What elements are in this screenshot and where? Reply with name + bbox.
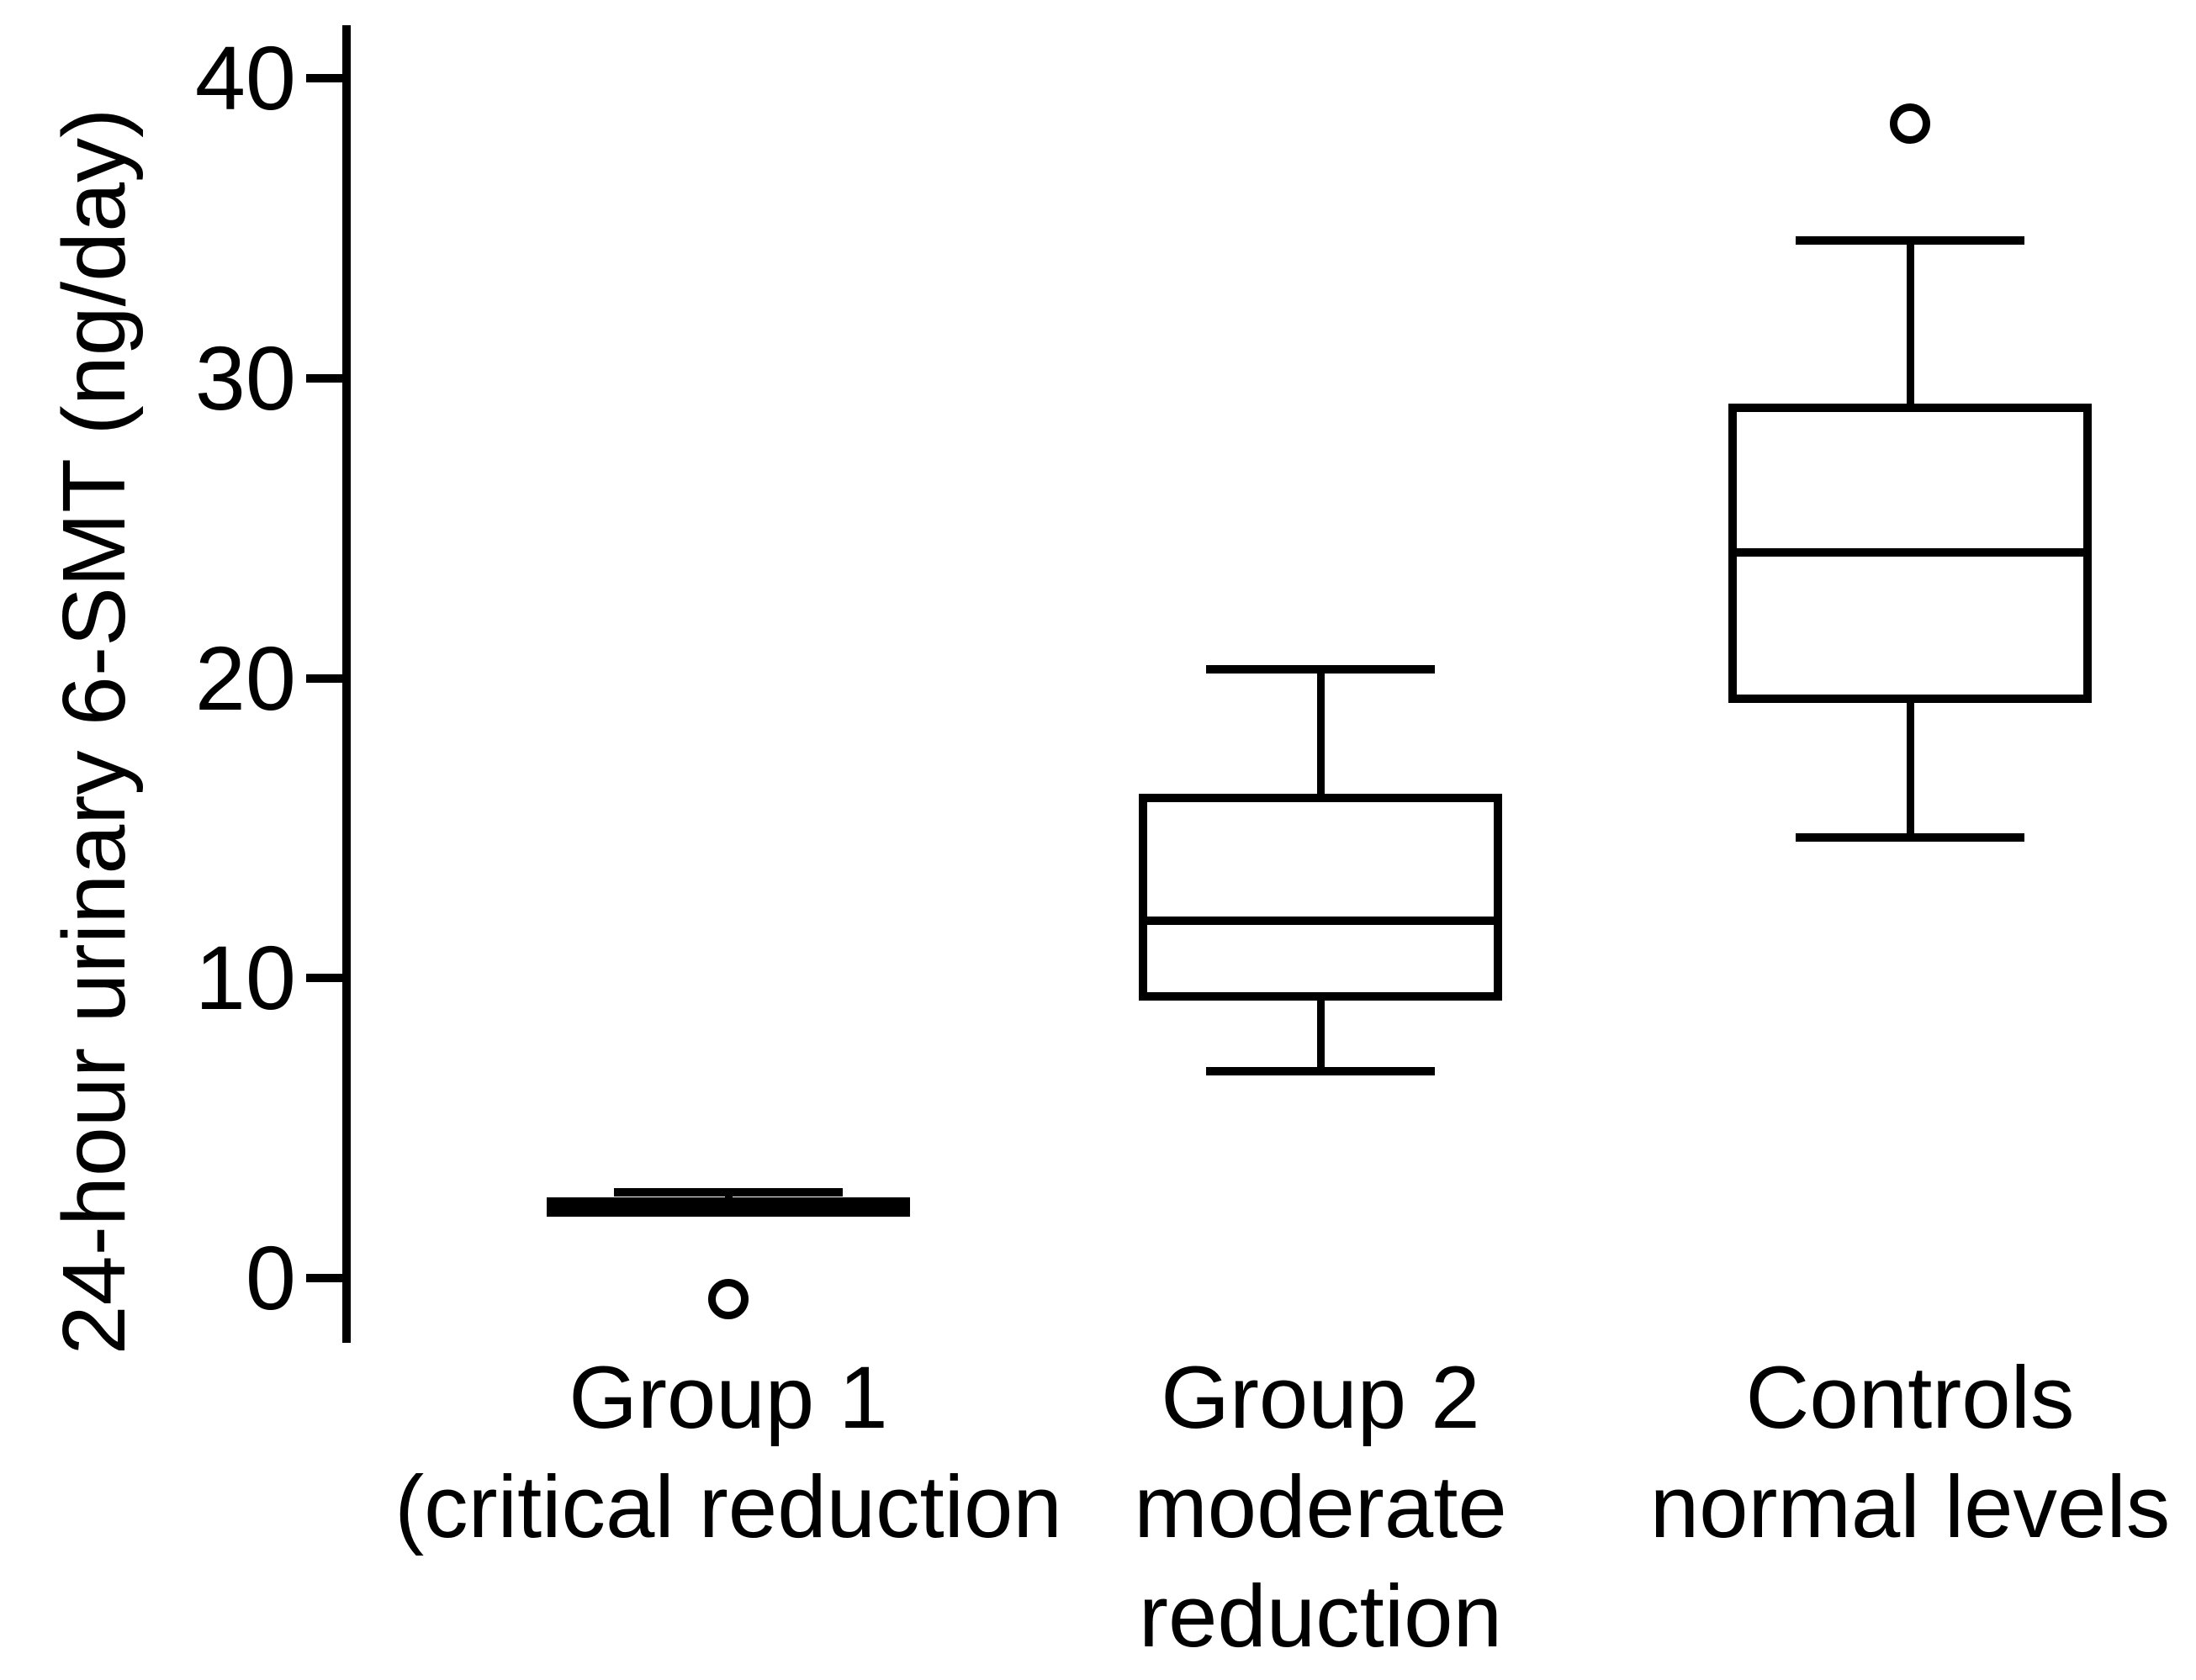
y-axis-tick: [306, 674, 347, 683]
x-axis-label-line: reduction: [1139, 1567, 1502, 1666]
x-axis-category-label: Group 1 (critical reduction: [333, 1344, 1124, 1562]
y-axis-tick-label: 0: [245, 1227, 296, 1329]
lower-whisker-cap: [1206, 1066, 1435, 1075]
y-axis-tick-label: 10: [194, 927, 296, 1029]
median-line: [547, 1202, 910, 1211]
x-axis-label-line: Controls: [1745, 1349, 2075, 1447]
upper-whisker-cap: [614, 1188, 843, 1197]
upper-whisker-line: [1906, 240, 1914, 409]
x-axis-label-line: Group 1: [569, 1349, 888, 1447]
y-axis-tick-label: 20: [194, 626, 296, 729]
x-axis-label-line: Group 2: [1161, 1349, 1480, 1447]
upper-whisker-line: [1316, 668, 1325, 799]
y-axis-title: 24-hour urinary 6-SMT (ng/day): [45, 108, 144, 1355]
lower-whisker-cap: [1796, 832, 2024, 842]
x-axis-label-line: (critical reduction: [394, 1458, 1062, 1556]
y-axis-tick-label: 40: [194, 27, 296, 129]
y-axis-tick: [306, 1274, 347, 1282]
box-iqr: [1139, 794, 1502, 1001]
lower-whisker-line: [1316, 996, 1325, 1071]
x-axis-label-line: normal levels: [1649, 1458, 2171, 1556]
y-axis-tick: [306, 974, 347, 983]
lower-whisker-line: [1906, 699, 1914, 837]
median-line: [1139, 917, 1502, 926]
upper-whisker-cap: [1796, 235, 2024, 245]
median-line: [1728, 547, 2092, 557]
x-axis-category-label: Group 2 moderate reduction: [925, 1344, 1716, 1672]
upper-whisker-line: [724, 1192, 733, 1202]
y-axis-tick-label: 30: [194, 326, 296, 429]
y-axis-line: [342, 25, 351, 1343]
x-axis-category-label: Controls normal levels: [1515, 1344, 2196, 1562]
x-axis-label-line: moderate: [1134, 1458, 1507, 1556]
outlier-point: [708, 1278, 749, 1319]
upper-whisker-cap: [1206, 664, 1435, 674]
outlier-point: [1890, 103, 1930, 144]
y-axis-tick: [306, 373, 347, 383]
y-axis-tick: [306, 74, 347, 82]
